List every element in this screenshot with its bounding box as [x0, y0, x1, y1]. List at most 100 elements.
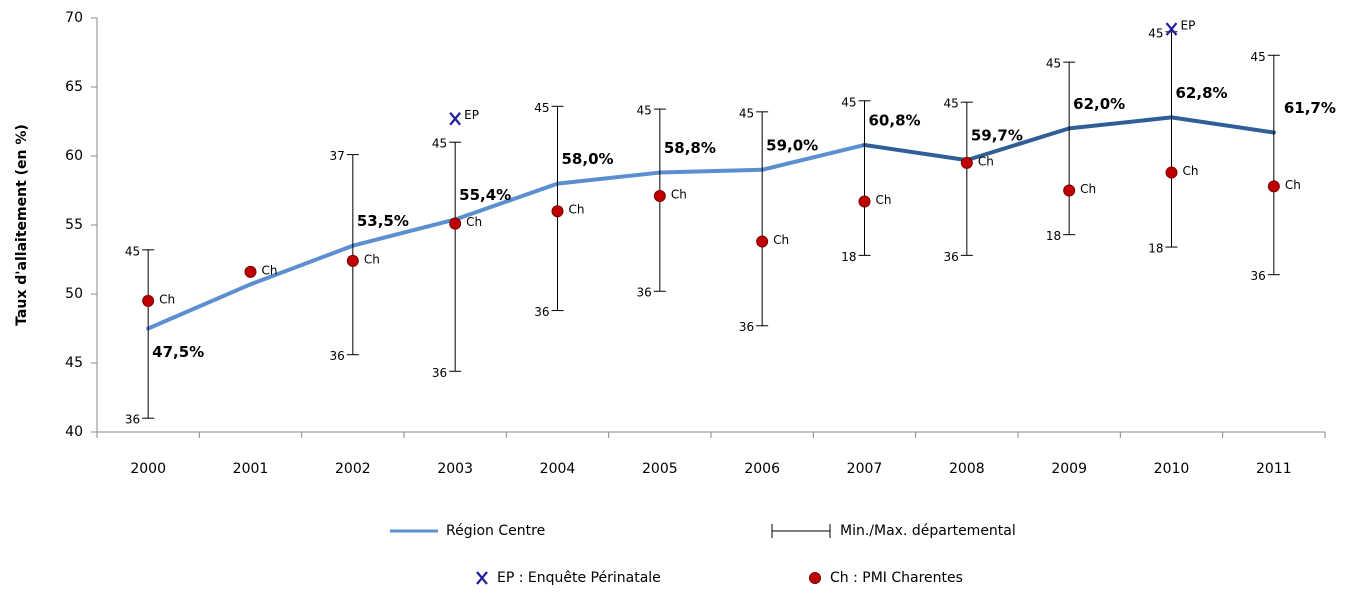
x-tick-label: 2005 — [642, 461, 678, 477]
y-tick-label: 50 — [65, 286, 83, 302]
line-segment — [657, 167, 765, 175]
max-label: 45 — [1148, 26, 1163, 40]
line-segment — [760, 142, 867, 172]
ch-label: Ch — [466, 215, 482, 229]
ch-point — [858, 195, 871, 208]
value-label: 62,0% — [1073, 95, 1125, 113]
ch-point — [1165, 166, 1178, 179]
ep-label: EP — [1181, 19, 1196, 33]
x-tick-label: 2004 — [540, 461, 576, 477]
x-tick-label: 2006 — [744, 461, 780, 477]
line-segment — [555, 170, 662, 186]
ch-label: Ch — [1183, 164, 1199, 178]
value-label: 58,8% — [664, 139, 716, 157]
line-segment — [146, 282, 253, 331]
max-label: 45 — [841, 95, 856, 109]
min-label: 18 — [1046, 229, 1061, 243]
ch-point — [142, 294, 155, 307]
value-label: 62,8% — [1176, 84, 1228, 102]
max-label: 45 — [739, 106, 754, 120]
x-tick-label: 2001 — [233, 461, 269, 477]
y-tick-label: 65 — [65, 79, 83, 95]
value-label: 61,7% — [1284, 99, 1336, 117]
line-segment — [862, 142, 969, 163]
ch-label: Ch — [671, 188, 687, 202]
ep-label: EP — [464, 108, 479, 122]
x-tick-label: 2009 — [1051, 461, 1087, 477]
min-label: 36 — [534, 305, 549, 319]
legend-label: EP : Enquête Périnatale — [497, 570, 661, 586]
max-label: 45 — [534, 101, 549, 115]
x-tick-label: 2003 — [437, 461, 473, 477]
max-label: 45 — [125, 244, 140, 258]
max-label: 37 — [330, 149, 345, 163]
ch-point — [756, 235, 769, 248]
ch-label: Ch — [1285, 178, 1301, 192]
ep-marker — [449, 112, 462, 126]
min-label: 36 — [125, 413, 140, 427]
min-label: 36 — [739, 320, 754, 334]
ch-label: Ch — [159, 292, 175, 306]
line-segment — [964, 126, 1072, 163]
x-tick-label: 2010 — [1154, 461, 1190, 477]
line-segment — [350, 217, 458, 248]
y-tick-label: 60 — [65, 148, 83, 164]
min-label: 18 — [1148, 242, 1163, 256]
x-tick-label: 2002 — [335, 461, 371, 477]
value-label: 47,5% — [152, 343, 204, 361]
min-label: 36 — [944, 250, 959, 264]
ch-label: Ch — [262, 263, 278, 277]
y-tick-label: 45 — [65, 355, 83, 371]
ch-label: Ch — [569, 203, 585, 217]
max-label: 45 — [1046, 57, 1061, 71]
legend-label: Min./Max. départemental — [840, 523, 1016, 539]
min-label: 36 — [637, 286, 652, 300]
ch-point — [653, 190, 666, 203]
max-label: 45 — [1251, 50, 1266, 64]
min-label: 18 — [841, 250, 856, 264]
value-label: 59,7% — [971, 127, 1023, 145]
ch-label: Ch — [1080, 182, 1096, 196]
max-label: 45 — [944, 97, 959, 111]
ch-point — [449, 217, 462, 230]
y-tick-label: 70 — [65, 10, 83, 26]
ch-label: Ch — [876, 193, 892, 207]
ch-label: Ch — [364, 252, 380, 266]
legend-label: Ch : PMI Charentes — [830, 570, 963, 586]
x-tick-label: 2008 — [949, 461, 985, 477]
x-tick-label: 2000 — [130, 461, 166, 477]
ch-point — [1063, 184, 1076, 197]
legend-marker — [809, 572, 821, 584]
value-label: 53,5% — [357, 212, 409, 230]
line-segment — [248, 243, 355, 287]
ch-point — [244, 265, 257, 278]
value-label: 59,0% — [766, 136, 818, 154]
ch-point — [551, 205, 564, 218]
y-tick-label: 55 — [65, 217, 83, 233]
value-label: 60,8% — [869, 111, 921, 129]
max-label: 45 — [637, 104, 652, 118]
value-label: 58,0% — [562, 150, 614, 168]
ep-marker — [1165, 22, 1178, 36]
ch-label: Ch — [978, 154, 994, 168]
line-segment — [1067, 115, 1174, 131]
legend-marker — [476, 571, 488, 585]
min-label: 36 — [330, 349, 345, 363]
max-label: 45 — [432, 137, 447, 151]
ch-point — [1267, 180, 1280, 193]
line-segment — [1169, 115, 1276, 135]
y-tick-label: 40 — [65, 424, 83, 440]
y-axis-label: Taux d'allaitement (en %) — [14, 124, 30, 326]
value-label: 55,4% — [459, 186, 511, 204]
x-tick-label: 2007 — [847, 461, 883, 477]
min-label: 36 — [1251, 269, 1266, 283]
legend-label: Région Centre — [446, 523, 545, 539]
ch-point — [346, 254, 359, 267]
ch-label: Ch — [773, 233, 789, 247]
ch-point — [960, 156, 973, 169]
line-segment — [453, 181, 560, 222]
min-label: 36 — [432, 366, 447, 380]
x-tick-label: 2011 — [1256, 461, 1292, 477]
